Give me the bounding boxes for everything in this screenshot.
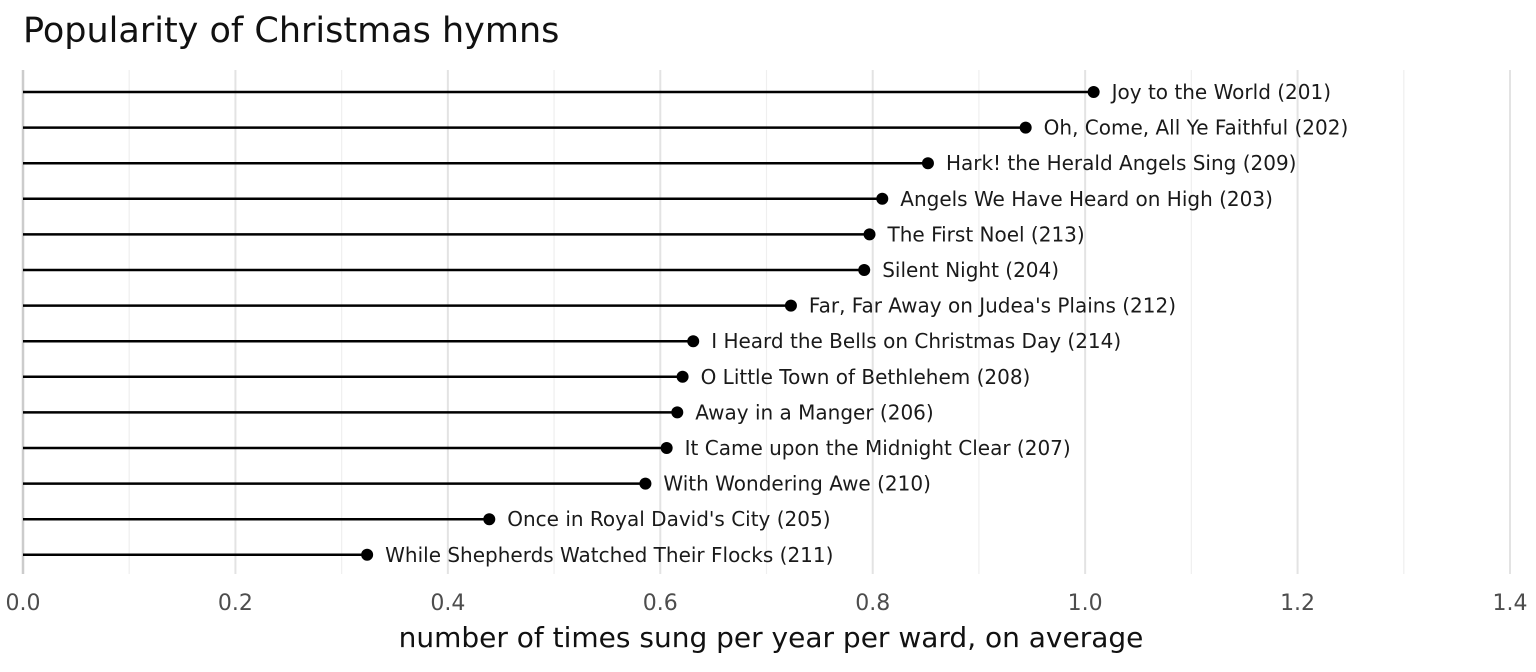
lollipop-point — [863, 228, 876, 241]
lollipop-point — [1019, 121, 1032, 134]
x-tick-label: 0.6 — [643, 591, 678, 616]
hymn-label: O Little Town of Bethlehem (208) — [701, 365, 1031, 389]
lollipop-point — [858, 264, 871, 276]
lollipop-point — [876, 192, 889, 205]
lollipop-point — [784, 299, 797, 312]
hymn-label: Far, Far Away on Judea's Plains (212) — [809, 294, 1176, 318]
lollipop-point — [1087, 86, 1100, 98]
lollipop-point — [687, 335, 700, 348]
lollipop-point — [483, 513, 496, 526]
hymn-label: Hark! the Herald Angels Sing (209) — [946, 151, 1297, 175]
x-tick-label: 1.0 — [1068, 591, 1103, 616]
lollipop-point — [671, 406, 684, 419]
x-tick-label: 1.2 — [1280, 591, 1315, 616]
hymn-label: Silent Night (204) — [882, 258, 1059, 282]
hymn-label: Once in Royal David's City (205) — [507, 507, 830, 531]
lollipop-point — [639, 477, 652, 490]
mark-layer: Joy to the World (201) Oh, Come, All Ye F… — [23, 80, 1348, 567]
hymn-label: Joy to the World (201) — [1110, 80, 1331, 104]
hymn-label: With Wondering Awe (210) — [663, 472, 930, 496]
x-axis-ticks: 0.0 0.2 0.4 0.6 0.8 1.0 1.2 1.4 — [6, 591, 1528, 616]
hymn-label: Angels We Have Heard on High (203) — [900, 187, 1273, 211]
x-tick-label: 0.0 — [6, 591, 41, 616]
lollipop-point — [660, 442, 673, 454]
hymn-label: Away in a Manger (206) — [695, 400, 933, 424]
lollipop-point — [676, 370, 689, 383]
lollipop-point — [921, 157, 934, 170]
hymn-label: While Shepherds Watched Their Flocks (21… — [385, 543, 833, 567]
chart-title: Popularity of Christmas hymns — [23, 11, 560, 51]
lollipop-point — [361, 548, 374, 561]
x-tick-label: 0.2 — [218, 591, 253, 616]
x-tick-label: 1.4 — [1493, 591, 1528, 616]
x-axis-title: number of times sung per year per ward, … — [399, 621, 1144, 654]
hymn-label: It Came upon the Midnight Clear (207) — [685, 436, 1071, 460]
hymn-label: Oh, Come, All Ye Faithful (202) — [1044, 116, 1349, 140]
x-tick-label: 0.4 — [430, 591, 465, 616]
grid-layer — [21, 70, 1511, 574]
x-tick-label: 0.8 — [855, 591, 890, 616]
hymn-label: I Heard the Bells on Christmas Day (214) — [711, 329, 1121, 353]
hymn-label: The First Noel (213) — [887, 222, 1085, 246]
